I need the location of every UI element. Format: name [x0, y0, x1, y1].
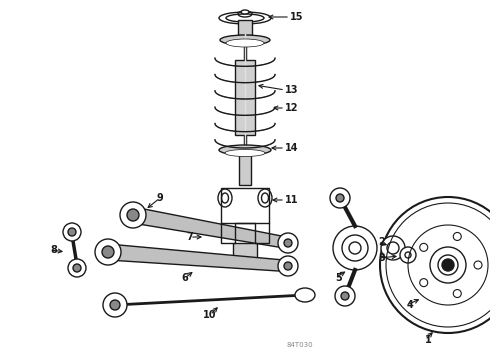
Text: 15: 15	[290, 12, 303, 22]
Ellipse shape	[219, 145, 271, 155]
Text: 8: 8	[50, 245, 57, 255]
Circle shape	[103, 293, 127, 317]
Circle shape	[400, 247, 416, 263]
Circle shape	[442, 259, 454, 271]
Circle shape	[330, 188, 350, 208]
Circle shape	[102, 246, 114, 258]
Bar	[239, 155, 251, 185]
Circle shape	[278, 233, 298, 253]
Text: 9: 9	[157, 193, 163, 203]
Text: 14: 14	[285, 143, 298, 153]
Circle shape	[127, 209, 139, 221]
Text: 10: 10	[203, 310, 217, 320]
Text: 84T030: 84T030	[287, 342, 313, 348]
Text: 6: 6	[182, 273, 188, 283]
Text: 5: 5	[335, 273, 342, 283]
Circle shape	[68, 259, 86, 277]
Circle shape	[284, 262, 292, 270]
Ellipse shape	[225, 149, 265, 157]
Bar	[235, 60, 255, 135]
Bar	[233, 243, 257, 263]
Circle shape	[110, 300, 120, 310]
Polygon shape	[132, 207, 289, 248]
Circle shape	[278, 256, 298, 276]
Circle shape	[63, 223, 81, 241]
Circle shape	[381, 236, 405, 260]
Ellipse shape	[226, 39, 264, 47]
Bar	[238, 20, 252, 35]
Polygon shape	[107, 244, 289, 271]
Text: 4: 4	[407, 300, 414, 310]
Bar	[221, 188, 269, 223]
Text: 1: 1	[425, 335, 432, 345]
Circle shape	[333, 226, 377, 270]
Circle shape	[95, 239, 121, 265]
Ellipse shape	[295, 288, 315, 302]
Circle shape	[120, 202, 146, 228]
Ellipse shape	[241, 10, 249, 14]
Text: 11: 11	[285, 195, 298, 205]
Circle shape	[284, 239, 292, 247]
Circle shape	[380, 197, 490, 333]
Text: 3: 3	[378, 253, 385, 263]
Circle shape	[341, 292, 349, 300]
Text: 13: 13	[285, 85, 298, 95]
Circle shape	[73, 264, 81, 272]
Text: 2: 2	[378, 237, 385, 247]
Circle shape	[335, 286, 355, 306]
Text: 7: 7	[187, 232, 194, 242]
Text: 12: 12	[285, 103, 298, 113]
Ellipse shape	[220, 35, 270, 45]
Circle shape	[68, 228, 76, 236]
Circle shape	[336, 194, 344, 202]
